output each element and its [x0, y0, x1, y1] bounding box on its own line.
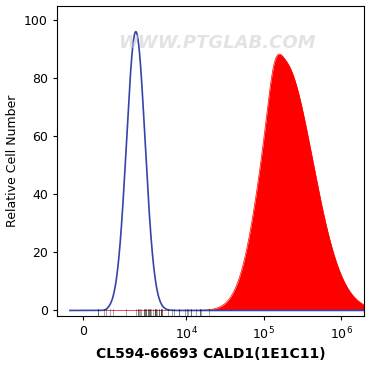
Y-axis label: Relative Cell Number: Relative Cell Number — [6, 95, 18, 227]
X-axis label: CL594-66693 CALD1(1E1C11): CL594-66693 CALD1(1E1C11) — [96, 348, 326, 361]
Text: WWW.PTGLAB.COM: WWW.PTGLAB.COM — [118, 34, 316, 52]
